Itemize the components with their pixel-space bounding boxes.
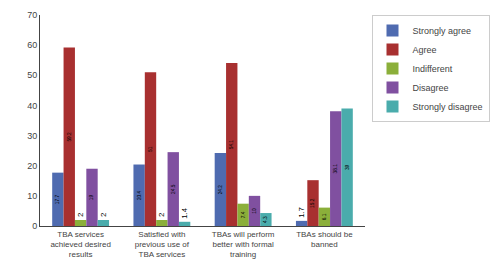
svg-text:24.2: 24.2: [218, 185, 223, 195]
svg-text:19: 19: [89, 195, 94, 201]
svg-text:20.4: 20.4: [137, 190, 142, 200]
svg-text:10: 10: [27, 191, 37, 201]
svg-text:0: 0: [32, 221, 37, 231]
svg-text:15.2: 15.2: [310, 198, 315, 208]
svg-text:30: 30: [27, 131, 37, 141]
svg-text:50: 50: [27, 70, 37, 80]
svg-text:40: 40: [27, 101, 37, 111]
svg-text:38.1: 38.1: [333, 164, 338, 174]
svg-text:2: 2: [99, 212, 108, 217]
svg-text:59.2: 59.2: [67, 132, 72, 142]
svg-text:2: 2: [157, 212, 166, 217]
svg-text:10: 10: [252, 208, 257, 214]
svg-text:6.1: 6.1: [322, 213, 327, 220]
svg-text:TBAs will performbetter with f: TBAs will performbetter with formaltrain…: [212, 230, 275, 260]
svg-text:17.7: 17.7: [55, 195, 60, 205]
svg-text:54.1: 54.1: [229, 140, 234, 150]
svg-text:Strongly agree: Strongly agree: [413, 26, 472, 36]
svg-text:TBAs should bebanned: TBAs should bebanned: [296, 230, 353, 249]
svg-text:24.5: 24.5: [171, 184, 176, 194]
svg-text:20: 20: [27, 161, 37, 171]
svg-text:60: 60: [27, 40, 37, 50]
svg-text:Satisfied withprevious use ofT: Satisfied withprevious use ofTBA service…: [135, 230, 190, 260]
svg-text:4.3: 4.3: [263, 216, 268, 223]
svg-text:Disagree: Disagree: [413, 83, 449, 93]
svg-text:51: 51: [148, 146, 153, 152]
svg-text:1.4: 1.4: [180, 207, 189, 218]
svg-text:Strongly disagree: Strongly disagree: [413, 102, 483, 112]
svg-text:2: 2: [76, 212, 85, 217]
svg-text:TBA servicesachieved desiredre: TBA servicesachieved desiredresults: [50, 230, 110, 260]
svg-text:39: 39: [345, 164, 350, 170]
svg-text:70: 70: [27, 10, 37, 20]
svg-text:7.4: 7.4: [241, 211, 246, 218]
svg-text:1.7: 1.7: [297, 207, 306, 218]
svg-text:Agree: Agree: [413, 45, 437, 55]
svg-text:Indifferent: Indifferent: [413, 64, 453, 74]
